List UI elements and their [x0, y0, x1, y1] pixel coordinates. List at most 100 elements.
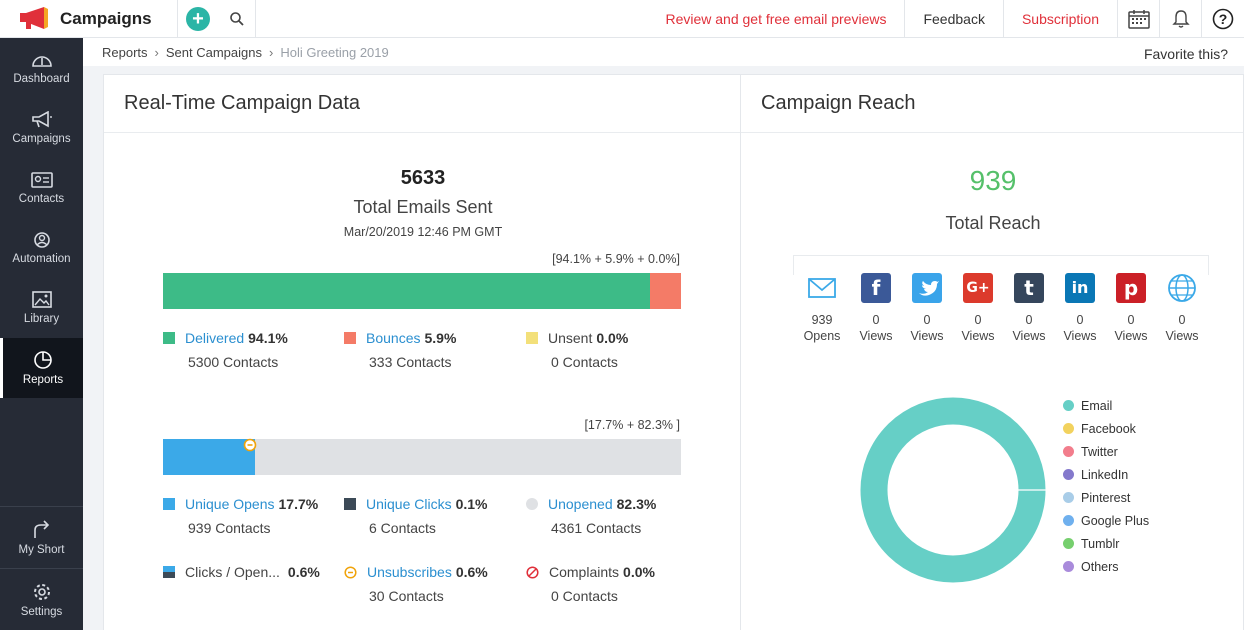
delivered-contacts: 5300 Contacts	[188, 354, 279, 370]
unsubscribes-pct: 0.6%	[455, 564, 488, 580]
channel-count: 0	[923, 313, 931, 327]
complaint-icon	[526, 566, 539, 579]
help-button[interactable]: ?	[1202, 0, 1244, 38]
clicks-open-label: Clicks / Open...	[185, 564, 280, 580]
unsent-swatch	[526, 332, 538, 344]
unique-clicks-contacts: 6 Contacts	[369, 520, 436, 536]
unsubscribe-icon	[344, 566, 357, 579]
sidebar-item-library[interactable]: Library	[0, 278, 83, 338]
delivered-legend: Delivered 94.1%	[163, 330, 288, 346]
chevron-right-icon: ›	[154, 44, 159, 60]
sidebar-item-campaigns[interactable]: Campaigns	[0, 98, 83, 158]
channel-count: 0	[974, 313, 982, 327]
channel-google-plus[interactable]: G+ 0 Views	[953, 273, 1003, 343]
sidebar-item-my-short[interactable]: My Short	[0, 506, 83, 568]
unsubscribes-legend: Unsubscribes 0.6%	[344, 564, 488, 580]
donut-legend-item[interactable]: LinkedIn	[1063, 468, 1128, 482]
delivery-segment-1	[650, 273, 681, 309]
bounces-swatch	[344, 332, 356, 344]
unique-clicks-pct: 0.1%	[455, 496, 488, 512]
sidebar-item-dashboard[interactable]: Dashboard	[0, 38, 83, 98]
opens-segment-0	[163, 439, 255, 475]
calendar-icon	[1127, 9, 1150, 29]
channel-email[interactable]: 939 Opens	[797, 273, 847, 343]
donut-legend-item[interactable]: Twitter	[1063, 445, 1118, 459]
unopened-legend: Unopened 82.3%	[526, 496, 656, 512]
complaints-pct: 0.0%	[623, 564, 655, 580]
brand[interactable]: Campaigns	[0, 0, 178, 38]
donut-slice-email	[860, 397, 1046, 583]
unopened-link[interactable]: Unopened	[548, 496, 613, 512]
sidebar-item-label: My Short	[18, 543, 65, 556]
channel-label: Views	[961, 329, 995, 343]
search-button[interactable]	[218, 0, 256, 38]
notifications-button[interactable]	[1160, 0, 1202, 38]
donut-legend-item[interactable]: Facebook	[1063, 422, 1136, 436]
unique-opens-swatch	[163, 498, 175, 510]
donut-legend-item[interactable]: Email	[1063, 399, 1112, 413]
breadcrumb-reports[interactable]: Reports	[102, 44, 148, 60]
bell-icon	[1171, 9, 1190, 28]
sidebar-item-label: Campaigns	[12, 133, 71, 145]
channel-pinterest[interactable]: p 0 Views	[1106, 273, 1156, 343]
favorite-toggle[interactable]: Favorite this?	[1143, 46, 1228, 62]
unique-opens-legend: Unique Opens 17.7%	[163, 496, 318, 512]
pie-chart-icon	[34, 351, 52, 369]
legend-dot-icon	[1063, 400, 1074, 411]
unsubscribes-link[interactable]: Unsubscribes	[367, 564, 452, 580]
channel-web[interactable]: 0 Views	[1157, 273, 1207, 343]
feedback-link[interactable]: Feedback	[905, 0, 1004, 38]
donut-legend-item[interactable]: Tumblr	[1063, 537, 1119, 551]
clicks-open-pct: 0.6%	[287, 564, 320, 580]
channel-label: Views	[1012, 329, 1046, 343]
channel-count: 0	[1178, 313, 1186, 327]
breadcrumb-sent-campaigns[interactable]: Sent Campaigns	[165, 44, 262, 60]
delivered-link[interactable]: Delivered	[185, 330, 245, 346]
legend-dot-icon	[1063, 561, 1074, 572]
sidebar-item-reports[interactable]: Reports	[0, 338, 83, 398]
complaints-contacts: 0 Contacts	[551, 588, 618, 604]
sidebar-item-settings[interactable]: Settings	[0, 568, 83, 630]
subscription-link[interactable]: Subscription	[1004, 0, 1118, 38]
channel-linkedin[interactable]: in 0 Views	[1055, 273, 1105, 343]
donut-legend-label: Email	[1081, 399, 1113, 413]
sidebar-item-contacts[interactable]: Contacts	[0, 158, 83, 218]
review-previews-link[interactable]: Review and get free email previews	[647, 0, 906, 38]
create-button[interactable]: +	[178, 0, 218, 38]
channel-facebook[interactable]: f 0 Views	[851, 273, 901, 343]
channel-label: Views	[1063, 329, 1097, 343]
breadcrumb-current: Holi Greeting 2019	[280, 44, 389, 60]
legend-dot-icon	[1063, 515, 1074, 526]
search-icon	[229, 11, 244, 26]
unique-clicks-link[interactable]: Unique Clicks	[366, 496, 452, 512]
donut-legend-item[interactable]: Google Plus	[1063, 514, 1149, 528]
bounces-link[interactable]: Bounces	[366, 330, 421, 346]
help-icon: ?	[1212, 8, 1234, 29]
clicks-open-swatch	[163, 566, 175, 578]
google-plus-icon: G+	[963, 273, 993, 303]
donut-legend-item[interactable]: Pinterest	[1063, 491, 1130, 505]
sidebar-item-label: Automation	[12, 253, 71, 265]
channel-count: 0	[872, 313, 880, 327]
unique-opens-contacts: 939 Contacts	[188, 520, 271, 536]
social-box	[793, 255, 1209, 275]
unique-opens-pct: 17.7%	[278, 496, 319, 512]
delivered-swatch	[163, 332, 175, 344]
channel-tumblr[interactable]: t 0 Views	[1004, 273, 1054, 343]
shortcut-arrow-icon	[33, 519, 49, 538]
donut-legend-item[interactable]: Others	[1063, 560, 1119, 574]
sidebar-item-label: Library	[23, 313, 60, 325]
sidebar: Dashboard Campaigns Contacts Automation …	[0, 38, 83, 630]
tumblr-icon: t	[1014, 273, 1044, 303]
sidebar-item-automation[interactable]: Automation	[0, 218, 83, 278]
unique-opens-link[interactable]: Unique Opens	[185, 496, 275, 512]
total-reach-label: Total Reach	[945, 213, 1041, 233]
image-library-icon	[31, 291, 52, 308]
channel-twitter[interactable]: 0 Views	[902, 273, 952, 343]
donut-legend-label: Others	[1081, 560, 1119, 574]
delivered-pct: 94.1%	[248, 330, 288, 346]
calendar-button[interactable]	[1118, 0, 1160, 38]
unopened-swatch	[526, 498, 538, 510]
unsubscribe-marker-icon	[243, 438, 257, 452]
plus-icon: +	[186, 6, 210, 31]
